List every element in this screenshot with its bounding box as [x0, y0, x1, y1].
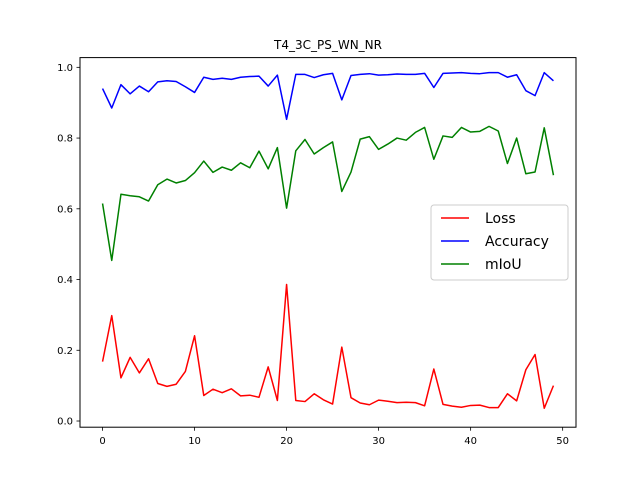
x-tick-label: 40: [464, 436, 477, 447]
y-axis: 0.0 0.2 0.4 0.6 0.8 1.0: [57, 63, 80, 428]
legend-box: [430, 204, 569, 281]
y-tick-label: 0.0: [57, 417, 73, 428]
y-tick-label: 0.2: [57, 346, 73, 357]
legend-label-accuracy: Accuracy: [485, 234, 549, 250]
series-line-loss: [101, 283, 555, 410]
x-tick-label: 20: [280, 436, 293, 447]
x-axis: 0 10 20 30 40 50: [99, 427, 569, 447]
series-line-accuracy: [101, 71, 554, 121]
x-tick-label: 10: [188, 436, 201, 447]
legend-label-miou: mIoU: [485, 257, 522, 273]
y-tick-label: 1.0: [57, 63, 73, 74]
plot-lines: [101, 71, 555, 410]
y-tick-label: 0.6: [57, 204, 73, 215]
y-tick-label: 0.4: [57, 275, 73, 286]
plot-frame: [79, 57, 577, 428]
legend: Loss Accuracy mIoU: [430, 204, 569, 281]
x-tick-label: 0: [99, 436, 105, 447]
series-line-miou: [101, 125, 555, 262]
chart-title: T4_3C_PS_WN_NR: [273, 38, 382, 52]
x-tick-label: 50: [556, 436, 569, 447]
x-tick-label: 30: [372, 436, 385, 447]
legend-label-loss: Loss: [485, 211, 516, 227]
y-tick-label: 0.8: [57, 134, 73, 145]
